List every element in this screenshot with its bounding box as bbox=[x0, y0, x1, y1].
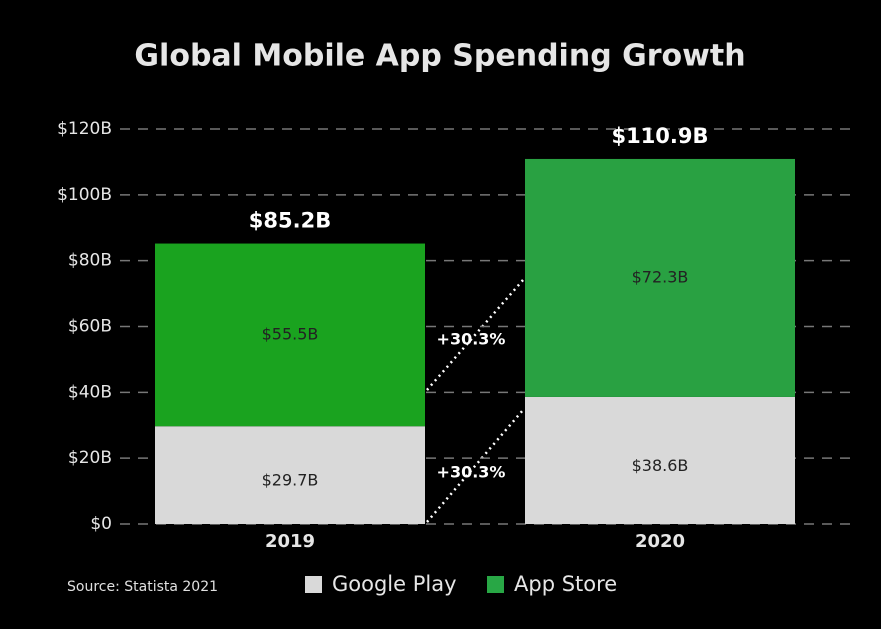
value-label: $72.3B bbox=[632, 267, 689, 286]
growth-connector bbox=[426, 279, 524, 391]
y-tick-label: $80B bbox=[68, 251, 112, 271]
y-tick-label: $120B bbox=[57, 119, 112, 139]
total-label: $110.9B bbox=[611, 124, 708, 148]
x-tick-label: 2019 bbox=[265, 531, 315, 552]
y-tick-label: $0 bbox=[90, 514, 112, 534]
growth-annotation: +30.3% bbox=[437, 463, 506, 482]
value-label: $55.5B bbox=[262, 324, 319, 343]
bar-segment bbox=[155, 243, 425, 427]
value-label: $29.7B bbox=[262, 471, 319, 490]
legend-swatch bbox=[305, 576, 322, 593]
value-label: $38.6B bbox=[632, 456, 689, 475]
growth-annotation: +30.3% bbox=[437, 330, 506, 349]
y-tick-label: $60B bbox=[68, 317, 112, 337]
y-tick-label: $40B bbox=[68, 382, 112, 402]
bar-segment bbox=[525, 396, 795, 524]
y-tick-label: $20B bbox=[68, 448, 112, 468]
bar-segment bbox=[525, 158, 795, 397]
source: Source: Statista 2021 bbox=[67, 579, 218, 595]
legend-swatch bbox=[487, 576, 504, 593]
x-tick-label: 2020 bbox=[635, 531, 685, 552]
total-label: $85.2B bbox=[249, 209, 331, 233]
growth-connector bbox=[426, 409, 524, 523]
bar-segment bbox=[155, 426, 425, 524]
legend-label: Google Play bbox=[332, 572, 457, 596]
y-tick-label: $100B bbox=[57, 185, 112, 205]
chart-title: Global Mobile App Spending Growth bbox=[134, 39, 745, 74]
legend-label: App Store bbox=[514, 572, 617, 596]
